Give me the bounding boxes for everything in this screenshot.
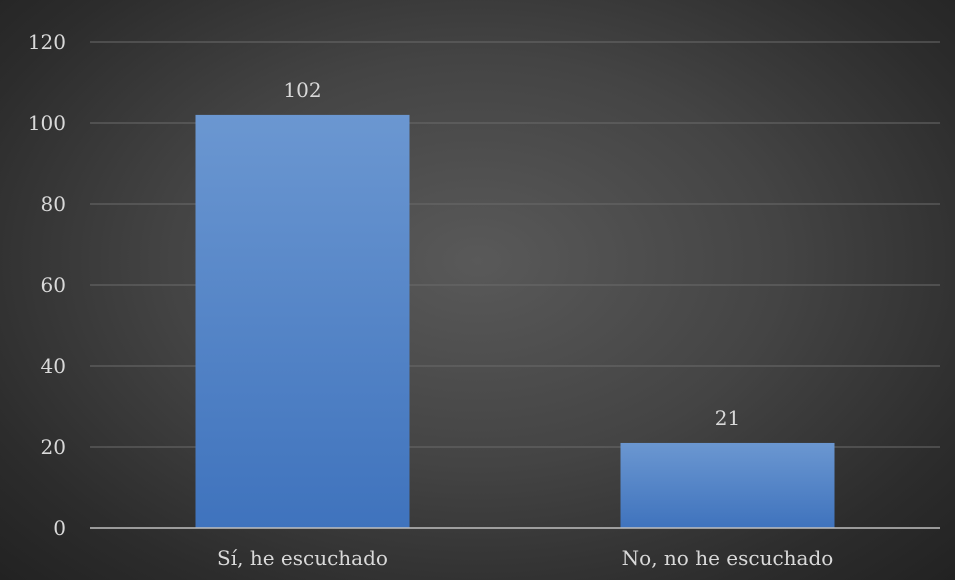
data-label: 102 <box>283 78 321 102</box>
y-tick-label: 0 <box>53 516 66 540</box>
y-tick-label: 100 <box>28 111 66 135</box>
x-category-label: No, no he escuchado <box>622 546 834 570</box>
x-category-label: Sí, he escuchado <box>217 546 388 570</box>
y-axis-tick-labels: 0 20 40 60 80 100 120 <box>28 30 66 540</box>
y-tick-label: 120 <box>28 30 66 54</box>
y-tick-label: 20 <box>41 435 66 459</box>
data-label: 21 <box>715 406 740 430</box>
data-labels: 102 21 <box>283 78 740 430</box>
x-axis-category-labels: Sí, he escuchado No, no he escuchado <box>217 546 833 570</box>
bars <box>195 114 835 529</box>
y-tick-label: 60 <box>41 273 66 297</box>
bar <box>620 442 835 528</box>
bar <box>195 114 410 529</box>
y-tick-label: 40 <box>41 354 66 378</box>
y-tick-label: 80 <box>41 192 66 216</box>
